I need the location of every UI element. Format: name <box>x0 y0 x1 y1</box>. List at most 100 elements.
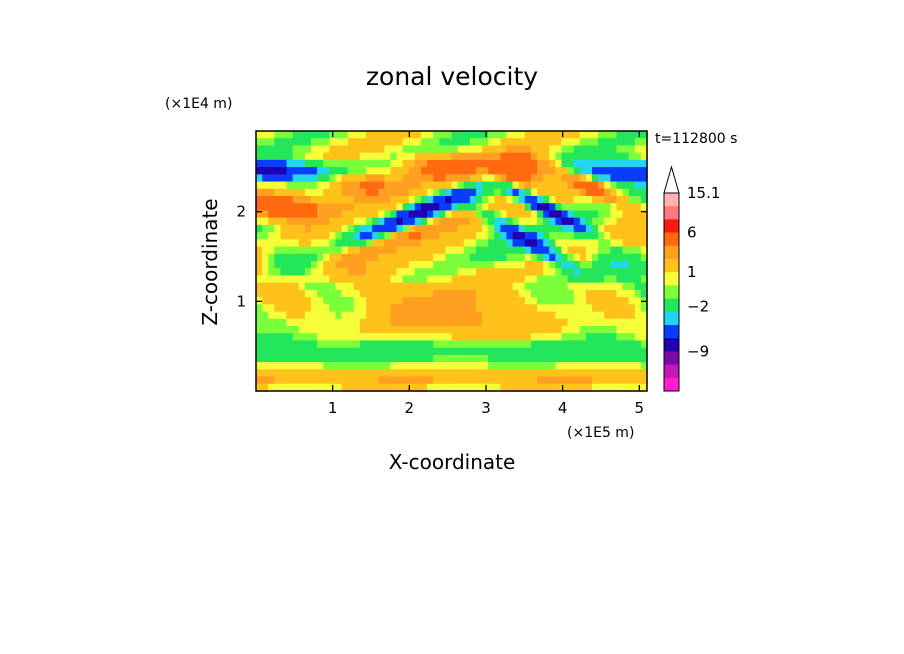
heatmap-cell <box>634 354 642 363</box>
heatmap-cell <box>372 282 379 291</box>
heatmap-cell <box>280 232 288 240</box>
heatmap-cell <box>494 253 501 262</box>
heatmap-cell <box>359 196 367 204</box>
heatmap-cell <box>396 369 404 378</box>
heatmap-cell <box>359 275 367 284</box>
heatmap-cell <box>567 333 575 342</box>
heatmap-cell <box>622 268 630 277</box>
heatmap-cell <box>439 188 446 197</box>
heatmap-cell <box>414 167 422 175</box>
heatmap-cell <box>268 138 275 147</box>
heatmap-cell <box>304 376 312 385</box>
heatmap-cell <box>304 383 312 392</box>
heatmap-cell <box>347 167 355 175</box>
heatmap-cell <box>445 347 453 356</box>
heatmap-cell <box>573 174 581 183</box>
heatmap-cell <box>549 347 556 356</box>
heatmap-cell <box>457 297 465 305</box>
heatmap-cell <box>628 289 636 298</box>
heatmap-cell <box>298 152 306 161</box>
heatmap-cell <box>451 376 459 385</box>
heatmap-cell <box>530 376 538 385</box>
heatmap-cell <box>286 376 294 385</box>
heatmap-cell <box>457 232 465 240</box>
heatmap-cell <box>439 318 446 327</box>
heatmap-cell <box>372 203 379 212</box>
heatmap-cell <box>286 181 294 190</box>
x-axis-label: X-coordinate <box>389 450 516 474</box>
heatmap-cell <box>475 318 483 327</box>
heatmap-cell <box>524 138 532 147</box>
heatmap-cell <box>439 174 446 183</box>
heatmap-cell <box>494 152 501 161</box>
heatmap-cell <box>598 311 605 320</box>
heatmap-cell <box>628 224 636 233</box>
heatmap-cell <box>457 203 465 212</box>
heatmap-cell <box>445 304 453 313</box>
heatmap-cell <box>634 318 642 327</box>
heatmap-cell <box>494 174 501 183</box>
colorbar-swatch <box>664 298 679 313</box>
heatmap-cell <box>543 210 550 219</box>
heatmap-cell <box>286 347 294 356</box>
heatmap-cell <box>286 318 294 327</box>
heatmap-cell <box>628 311 636 320</box>
heatmap-cell <box>634 261 642 269</box>
heatmap-cell <box>622 297 630 305</box>
heatmap-cell <box>634 282 642 291</box>
heatmap-cell <box>372 318 379 327</box>
heatmap-cell <box>500 138 508 147</box>
heatmap-cell <box>408 340 416 349</box>
heatmap-cell <box>524 131 532 139</box>
heatmap-cell <box>390 224 398 233</box>
heatmap-cell <box>482 181 489 190</box>
heatmap-cell <box>579 232 587 240</box>
heatmap-cell <box>408 354 416 363</box>
heatmap-cell <box>494 188 501 197</box>
heatmap-cell <box>402 383 410 392</box>
heatmap-cell <box>610 196 618 204</box>
heatmap-cell <box>402 311 410 320</box>
heatmap-cell <box>530 311 538 320</box>
heatmap-cell <box>537 318 544 327</box>
heatmap-cell <box>335 318 343 327</box>
heatmap-cell <box>634 297 642 305</box>
heatmap-cell <box>506 181 514 190</box>
heatmap-cell <box>365 188 373 197</box>
heatmap-cell <box>402 376 410 385</box>
heatmap-cell <box>323 340 330 349</box>
heatmap-cell <box>512 289 520 298</box>
heatmap-cell <box>274 145 282 154</box>
heatmap-cell <box>592 174 599 183</box>
x-tick-label: 3 <box>481 399 491 417</box>
heatmap-cell <box>494 138 501 147</box>
heatmap-cell <box>402 282 410 291</box>
heatmap-cell <box>549 289 556 298</box>
heatmap-cell <box>610 174 618 183</box>
heatmap-cell <box>457 275 465 284</box>
heatmap-cell <box>482 246 489 255</box>
heatmap-cell <box>256 268 263 277</box>
x-tick-label: 5 <box>635 399 645 417</box>
heatmap-cell <box>286 326 294 334</box>
heatmap-cell <box>567 131 575 139</box>
heatmap-cell <box>304 239 312 248</box>
heatmap-cell <box>347 311 355 320</box>
heatmap-cell <box>317 261 324 269</box>
heatmap-cell <box>402 152 410 161</box>
heatmap-cell <box>585 261 593 269</box>
plot-frame <box>255 130 648 392</box>
heatmap-cell <box>634 347 642 356</box>
heatmap-cell <box>469 210 477 219</box>
heatmap-cell <box>549 246 556 255</box>
heatmap-cell <box>335 261 343 269</box>
heatmap-cell <box>310 145 318 154</box>
heatmap-cell <box>592 232 599 240</box>
heatmap-cell <box>457 326 465 334</box>
heatmap-cell <box>640 217 648 226</box>
colorbar-labels: 15.161−2−9 <box>687 184 720 360</box>
heatmap-cell <box>579 362 587 370</box>
heatmap-cell <box>555 362 563 370</box>
heatmap-cell <box>610 138 618 147</box>
heatmap-cell <box>365 304 373 313</box>
